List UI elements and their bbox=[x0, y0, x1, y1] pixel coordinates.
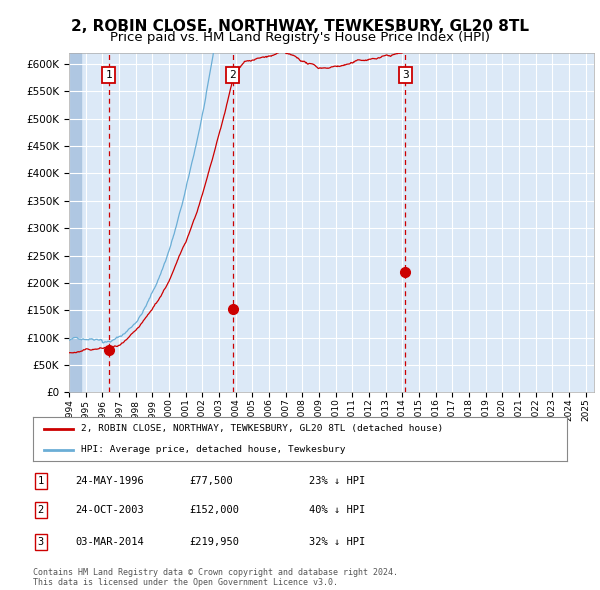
Text: £152,000: £152,000 bbox=[189, 506, 239, 515]
Text: 03-MAR-2014: 03-MAR-2014 bbox=[75, 537, 144, 546]
Text: 23% ↓ HPI: 23% ↓ HPI bbox=[309, 476, 365, 486]
Text: 2: 2 bbox=[229, 70, 236, 80]
Text: 2, ROBIN CLOSE, NORTHWAY, TEWKESBURY, GL20 8TL (detached house): 2, ROBIN CLOSE, NORTHWAY, TEWKESBURY, GL… bbox=[81, 424, 443, 433]
Text: 24-OCT-2003: 24-OCT-2003 bbox=[75, 506, 144, 515]
Text: £219,950: £219,950 bbox=[189, 537, 239, 546]
Text: 3: 3 bbox=[402, 70, 409, 80]
Text: 2, ROBIN CLOSE, NORTHWAY, TEWKESBURY, GL20 8TL: 2, ROBIN CLOSE, NORTHWAY, TEWKESBURY, GL… bbox=[71, 19, 529, 34]
Text: 3: 3 bbox=[38, 537, 44, 546]
Text: HPI: Average price, detached house, Tewkesbury: HPI: Average price, detached house, Tewk… bbox=[81, 445, 346, 454]
Text: Contains HM Land Registry data © Crown copyright and database right 2024.
This d: Contains HM Land Registry data © Crown c… bbox=[33, 568, 398, 587]
Text: 2: 2 bbox=[38, 506, 44, 515]
Text: 1: 1 bbox=[38, 476, 44, 486]
Text: Price paid vs. HM Land Registry's House Price Index (HPI): Price paid vs. HM Land Registry's House … bbox=[110, 31, 490, 44]
Text: 32% ↓ HPI: 32% ↓ HPI bbox=[309, 537, 365, 546]
Text: 1: 1 bbox=[106, 70, 112, 80]
Text: £77,500: £77,500 bbox=[189, 476, 233, 486]
Text: 24-MAY-1996: 24-MAY-1996 bbox=[75, 476, 144, 486]
Text: 40% ↓ HPI: 40% ↓ HPI bbox=[309, 506, 365, 515]
